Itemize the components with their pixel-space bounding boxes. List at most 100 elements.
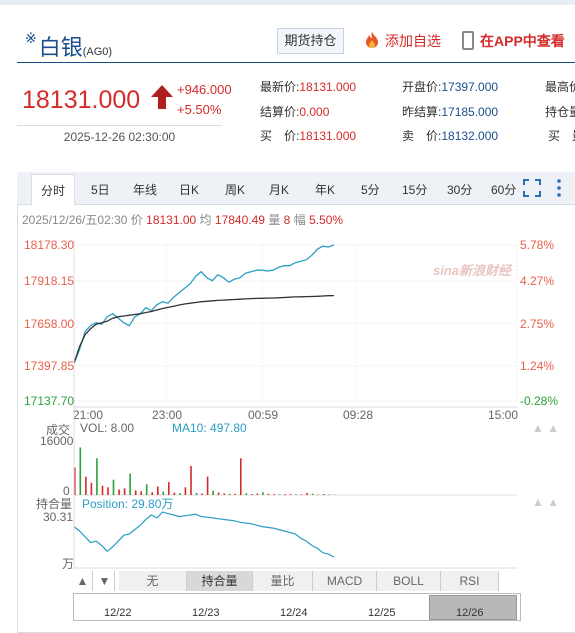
buy-volume-label: 买 量: [548, 129, 575, 143]
tab-daily-k[interactable]: 日K: [179, 183, 200, 197]
y-tick-right-0: 5.78%: [520, 238, 555, 252]
info-pct: 5.50%: [309, 213, 344, 227]
info-avg: 17840.49: [214, 213, 265, 227]
tab-monthly-k[interactable]: 月K: [269, 183, 290, 197]
indicator-volume-ratio[interactable]: 量比: [253, 571, 313, 591]
position-max-tick: 30.31: [43, 510, 74, 524]
change-percent: +5.50%: [177, 102, 222, 117]
x-tick-3: 09:28: [343, 408, 374, 422]
sell-value: 18132.000: [441, 129, 499, 143]
open-value: 17397.000: [441, 80, 499, 94]
tab-yearly-k[interactable]: 年K: [315, 183, 336, 197]
header-divider: [17, 62, 575, 63]
indicator-none[interactable]: 无: [119, 571, 187, 591]
open-in-app-button[interactable]: 在APP中查看: [462, 31, 565, 51]
tab-weekly-k[interactable]: 周K: [225, 183, 246, 197]
phone-icon: [462, 31, 474, 50]
position-title: 持合量: [36, 497, 73, 511]
y-tick-right-3: 1.24%: [520, 359, 555, 373]
latest-label: 最新价:: [260, 80, 300, 94]
tab-5day[interactable]: 5日: [91, 183, 110, 197]
volume-title: 成交: [46, 423, 71, 437]
open-label: 开盘价:: [402, 80, 442, 94]
y-tick-right-4: -0.28%: [520, 394, 559, 408]
tab-5min[interactable]: 5分: [361, 183, 380, 197]
contract-code: (AG0): [82, 46, 113, 58]
tab-year-line[interactable]: 年线: [133, 183, 158, 197]
info-price: 18131.00: [146, 213, 197, 227]
indicator-panel-buttons: ▲ ▼ 无 持合量 量比 MACD BOLL RSI: [73, 571, 521, 591]
settle-value: 0.000: [299, 105, 330, 119]
latest-value: 18131.000: [299, 80, 357, 94]
current-price: 18131.000: [22, 86, 141, 114]
y-tick-left-1: 17918.15: [24, 274, 75, 288]
nav-date-3: 12/25: [368, 607, 396, 619]
prev-settle-row: 昨结算:17185.000: [402, 103, 498, 120]
quote-timestamp: 2025-12-26 02:30:00: [17, 125, 222, 144]
arrow-up-icon: [151, 85, 173, 109]
futures-holdings-button[interactable]: 期货持仓: [277, 28, 344, 54]
y-tick-left-4: 17137.70: [24, 394, 75, 408]
prev-label: 昨结算:: [402, 105, 442, 119]
change-amount: +946.000: [177, 82, 232, 97]
x-tick-4: 15:00: [488, 408, 519, 422]
date-navigator[interactable]: 12/22 12/23 12/24 12/25 12/26: [73, 593, 521, 621]
panel-up-button[interactable]: ▲: [73, 571, 93, 591]
x-tick-2: 00:59: [248, 408, 279, 422]
page-title: ※白银(AG0): [25, 30, 112, 62]
open-in-app-label: 在APP中查看: [480, 33, 565, 49]
y-tick-right-1: 4.27%: [520, 274, 555, 288]
tab-30min[interactable]: 30分: [447, 183, 473, 197]
x-tick-0: 21:00: [73, 408, 104, 422]
indicator-macd[interactable]: MACD: [313, 571, 377, 591]
y-tick-left-3: 17397.85: [24, 359, 75, 373]
indicator-boll[interactable]: BOLL: [377, 571, 441, 591]
nav-date-4: 12/26: [456, 607, 484, 619]
add-watchlist-label: 添加自选: [385, 33, 441, 49]
fullscreen-icon[interactable]: [523, 179, 541, 197]
info-pct-label: 幅: [293, 213, 306, 227]
settle-price-row: 结算价:0.000: [260, 103, 329, 120]
hold-label: 持仓量: [545, 105, 575, 119]
crosshair-info: 2025/12/26/五02:30 价 18131.00 均 17840.49 …: [22, 211, 343, 228]
navigator-selection[interactable]: [429, 595, 517, 620]
tab-60min[interactable]: 60分: [491, 183, 517, 197]
price-change: +946.000 +5.50%: [177, 80, 232, 120]
nav-date-1: 12/23: [192, 607, 220, 619]
tab-15min[interactable]: 15分: [402, 183, 428, 197]
info-vol: 8: [283, 213, 291, 227]
info-vol-label: 量: [268, 213, 281, 227]
nav-date-2: 12/24: [280, 607, 308, 619]
position-collapse-icon[interactable]: ▲ ▲: [532, 495, 560, 509]
y-tick-left-0: 18178.30: [24, 238, 75, 252]
bid-price-row: 买 价:18131.000: [260, 127, 356, 144]
volume-collapse-icon[interactable]: ▲ ▲: [532, 421, 560, 435]
volume-label: VOL: 8.00: [80, 421, 135, 435]
sina-watermark: sina新浪财经: [433, 263, 512, 278]
tab-intraday[interactable]: 分时: [31, 174, 75, 206]
ask-price-row: 卖 价:18132.000: [402, 127, 498, 144]
indicator-rsi[interactable]: RSI: [441, 571, 499, 591]
flame-icon: [366, 32, 378, 48]
sell-label: 卖 价:: [402, 129, 442, 143]
volume-max-tick: 16000: [40, 434, 74, 448]
panel-down-button[interactable]: ▼: [95, 571, 115, 591]
y-tick-right-2: 2.75%: [520, 317, 555, 331]
more-menu-icon[interactable]: [555, 178, 563, 198]
bullet-icon: ※: [25, 30, 37, 46]
nav-date-0: 12/22: [104, 607, 132, 619]
chart-tabs: 分时 5日 年线 日K 周K 月K 年K 5分 15分 30分 60分: [17, 172, 575, 206]
title-text: 白银: [38, 35, 83, 60]
settle-label: 结算价:: [260, 105, 300, 119]
latest-price-row: 最新价:18131.000: [260, 78, 356, 95]
indicator-position[interactable]: 持合量: [187, 571, 253, 591]
ma10-label: MA10: 497.80: [172, 421, 247, 435]
info-date: 2025/12/26/五02:30: [22, 213, 128, 227]
info-price-label: 价: [130, 213, 143, 227]
info-avg-label: 均: [199, 213, 212, 227]
position-label: Position: 29.80万: [82, 497, 174, 511]
chart-container: [17, 172, 575, 633]
add-watchlist-button[interactable]: 添加自选: [363, 31, 441, 51]
top-band: [0, 0, 575, 5]
volume-zero-tick: 0: [63, 484, 70, 498]
